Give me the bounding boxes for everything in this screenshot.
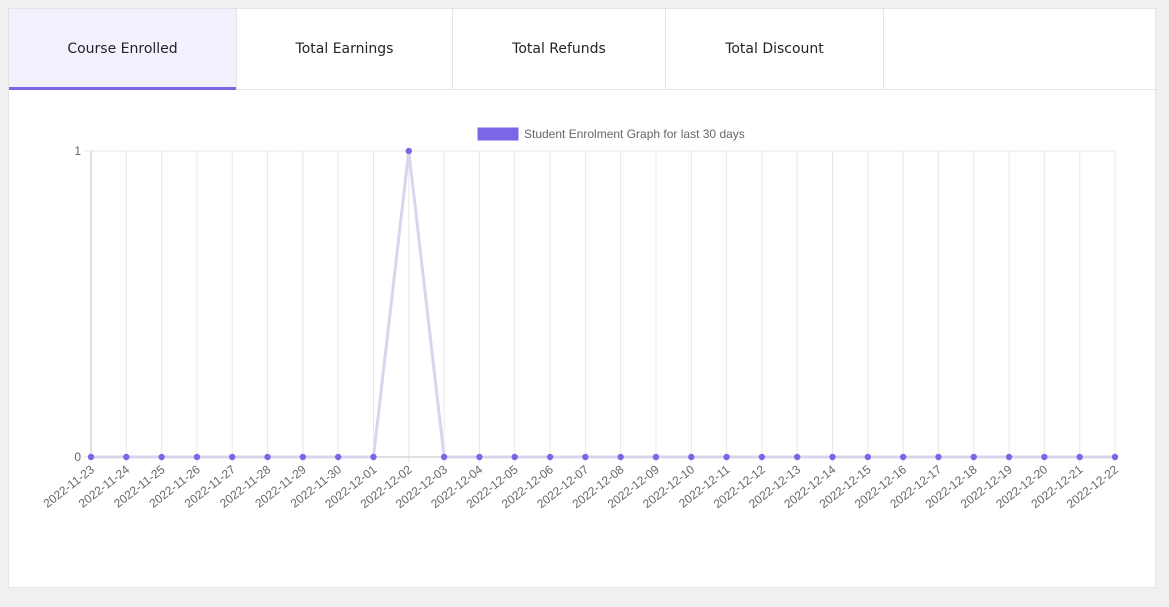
data-point[interactable]: [1005, 453, 1013, 461]
data-point[interactable]: [970, 453, 977, 461]
tab-label: Total Earnings: [295, 41, 394, 57]
legend-swatch: [477, 127, 519, 141]
data-point[interactable]: [1041, 453, 1048, 461]
data-point[interactable]: [511, 453, 518, 461]
data-point[interactable]: [794, 453, 801, 461]
tab-bar-spacer: [884, 9, 1155, 89]
chart-grid: [83, 150, 1116, 463]
data-point[interactable]: [229, 453, 236, 461]
data-point[interactable]: [899, 453, 907, 461]
data-point[interactable]: [370, 453, 377, 461]
tab-label: Total Refunds: [512, 41, 606, 57]
data-point[interactable]: [440, 453, 448, 461]
data-point[interactable]: [758, 453, 766, 461]
data-point[interactable]: [87, 453, 95, 461]
y-tick-label: 0: [74, 450, 81, 464]
data-point[interactable]: [158, 453, 165, 461]
dashboard-card: Course Enrolled Total Earnings Total Ref…: [8, 8, 1156, 588]
series-line: [91, 150, 1115, 459]
data-point[interactable]: [864, 453, 872, 461]
tab-course-enrolled[interactable]: Course Enrolled: [9, 9, 237, 90]
data-point[interactable]: [935, 453, 942, 461]
data-point[interactable]: [1111, 453, 1119, 461]
y-tick-label: 1: [74, 144, 81, 158]
chart-legend[interactable]: Student Enrolment Graph for last 30 days: [477, 127, 745, 141]
legend-label: Student Enrolment Graph for last 30 days: [524, 127, 745, 141]
data-point[interactable]: [264, 453, 271, 461]
tab-total-earnings[interactable]: Total Earnings: [237, 9, 453, 89]
data-point[interactable]: [546, 453, 554, 461]
data-point[interactable]: [334, 453, 342, 461]
data-point[interactable]: [829, 453, 836, 461]
data-point[interactable]: [299, 453, 307, 461]
enrolment-line-chart: Student Enrolment Graph for last 30 days…: [41, 127, 1122, 511]
data-point[interactable]: [652, 453, 660, 461]
chart-series: [87, 147, 1119, 461]
data-point[interactable]: [193, 453, 201, 461]
data-point[interactable]: [582, 453, 589, 461]
data-point[interactable]: [1076, 453, 1083, 461]
data-point[interactable]: [476, 453, 483, 461]
tab-total-refunds[interactable]: Total Refunds: [453, 9, 666, 89]
data-point[interactable]: [617, 453, 624, 461]
data-point[interactable]: [405, 147, 412, 155]
data-point[interactable]: [123, 453, 130, 461]
data-point[interactable]: [688, 453, 695, 461]
tab-label: Course Enrolled: [67, 41, 178, 57]
tab-label: Total Discount: [725, 41, 824, 57]
tab-bar: Course Enrolled Total Earnings Total Ref…: [9, 9, 1155, 90]
data-point[interactable]: [723, 453, 730, 461]
tab-total-discount[interactable]: Total Discount: [666, 9, 884, 89]
x-axis: 2022-11-232022-11-242022-11-252022-11-26…: [41, 462, 1122, 511]
y-axis: 01: [74, 144, 81, 464]
